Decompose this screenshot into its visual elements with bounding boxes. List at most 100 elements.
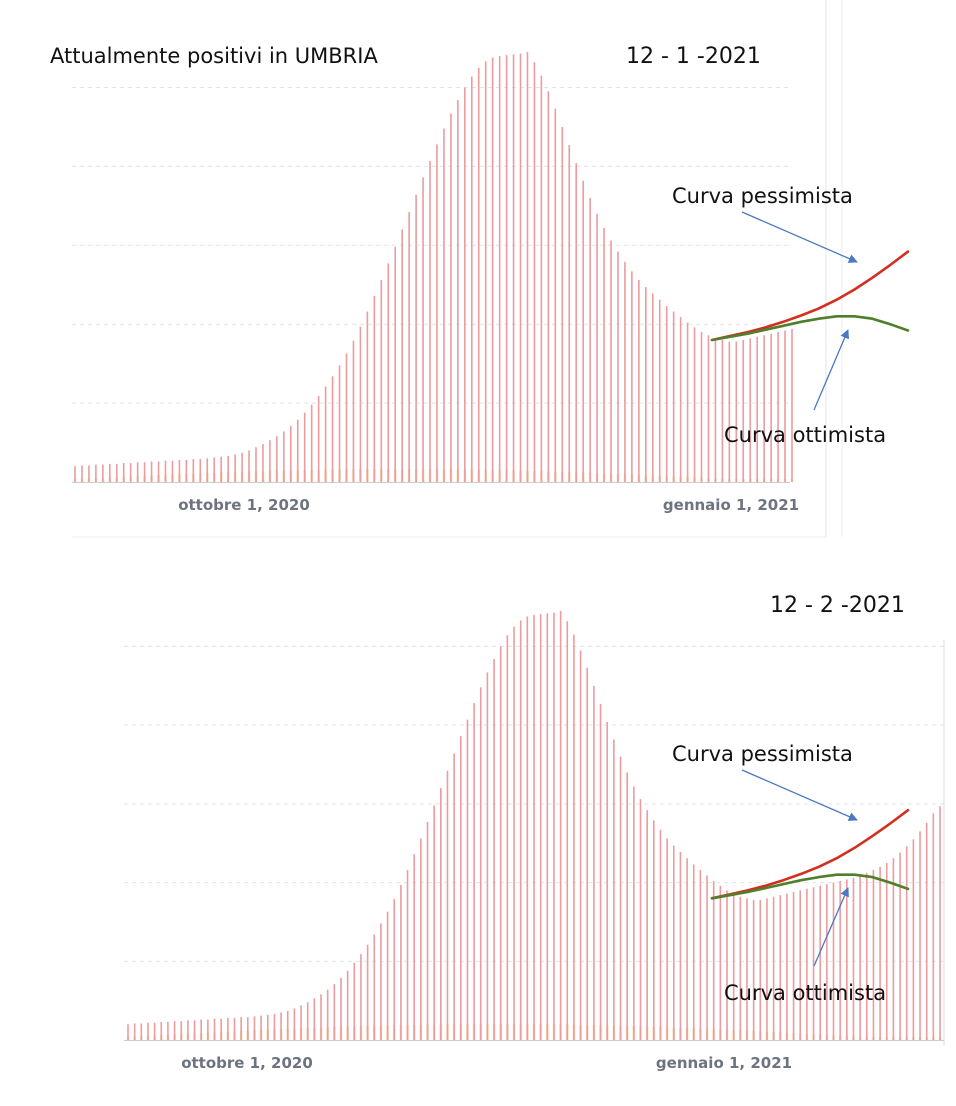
bar	[659, 829, 662, 1040]
bar	[631, 271, 633, 482]
bar	[147, 1022, 149, 1040]
bar	[122, 463, 125, 482]
bar	[739, 896, 742, 1040]
bar	[115, 463, 118, 482]
bar	[540, 75, 543, 482]
bar	[255, 447, 257, 482]
bar	[286, 1010, 289, 1040]
bar-series	[73, 52, 794, 483]
bar	[88, 465, 90, 482]
bar	[512, 54, 515, 482]
bar	[686, 858, 688, 1040]
bar	[651, 293, 654, 482]
bar	[477, 67, 480, 482]
bar	[719, 885, 722, 1040]
bar	[791, 328, 793, 482]
bar	[380, 280, 383, 482]
bar	[320, 994, 322, 1040]
bar	[905, 846, 908, 1040]
bar	[712, 880, 715, 1040]
bar	[352, 340, 355, 482]
bar	[346, 970, 349, 1040]
x-tick-label: gennaio 1, 2021	[656, 1054, 792, 1072]
bar	[207, 1019, 209, 1040]
bar	[865, 873, 868, 1040]
bar	[280, 1012, 282, 1040]
bar	[333, 984, 336, 1040]
optimist-label: Curva ottimista	[724, 981, 886, 1005]
bar	[763, 335, 765, 482]
bar	[220, 1018, 222, 1040]
bar	[420, 838, 422, 1040]
bar	[300, 1005, 302, 1040]
bar	[262, 444, 264, 482]
bar	[582, 180, 584, 482]
bar	[859, 875, 861, 1040]
chart-title: Attualmente positivi in UMBRIA	[50, 44, 378, 68]
bar	[539, 614, 542, 1040]
bar	[610, 240, 612, 482]
bar	[752, 899, 755, 1040]
bar	[728, 341, 731, 482]
bar	[241, 452, 243, 482]
bar	[248, 450, 250, 482]
bar	[436, 144, 438, 482]
bar	[779, 895, 782, 1040]
bar	[306, 1002, 309, 1040]
bar	[440, 788, 442, 1040]
bar	[526, 52, 529, 482]
bar	[415, 194, 417, 482]
bar	[646, 810, 648, 1040]
bar	[313, 998, 316, 1040]
bar	[253, 1016, 256, 1040]
bar	[273, 1014, 276, 1040]
bar	[95, 464, 97, 482]
bar	[706, 875, 708, 1040]
bar	[707, 335, 710, 482]
bar	[466, 719, 469, 1040]
bar	[429, 160, 431, 482]
bar	[380, 923, 382, 1040]
bar	[153, 1022, 156, 1040]
bar	[573, 634, 575, 1040]
bar	[317, 396, 320, 482]
bar	[749, 338, 752, 482]
bar	[617, 251, 619, 482]
bar	[772, 896, 775, 1040]
bar	[633, 786, 635, 1040]
bar	[345, 353, 348, 482]
bar	[746, 898, 748, 1040]
chart-date: 12 - 2 -2021	[770, 593, 905, 618]
bar	[498, 55, 501, 483]
bar	[786, 893, 788, 1040]
bar	[160, 1021, 163, 1040]
bar	[561, 126, 564, 482]
bar	[443, 128, 445, 482]
bar	[658, 299, 661, 482]
bar	[400, 884, 402, 1040]
bar	[453, 753, 455, 1040]
bar	[579, 650, 582, 1040]
bar	[178, 459, 181, 482]
bar	[686, 322, 689, 482]
bar	[799, 890, 802, 1040]
bar	[129, 463, 132, 482]
bar	[473, 703, 475, 1040]
pessimist-curve	[710, 808, 910, 900]
bar	[666, 838, 668, 1040]
bar	[519, 53, 522, 483]
bar	[401, 229, 403, 482]
bar	[457, 100, 459, 482]
bar	[721, 339, 724, 482]
bar	[406, 869, 409, 1040]
pessimist-arrow	[741, 769, 858, 821]
bar	[575, 163, 578, 482]
bar	[759, 899, 762, 1040]
bar	[812, 887, 815, 1040]
bar	[547, 91, 550, 483]
bar	[679, 317, 682, 482]
bar	[742, 339, 745, 482]
bar	[213, 1018, 216, 1040]
bar	[693, 327, 696, 482]
projection-curves	[710, 808, 910, 900]
